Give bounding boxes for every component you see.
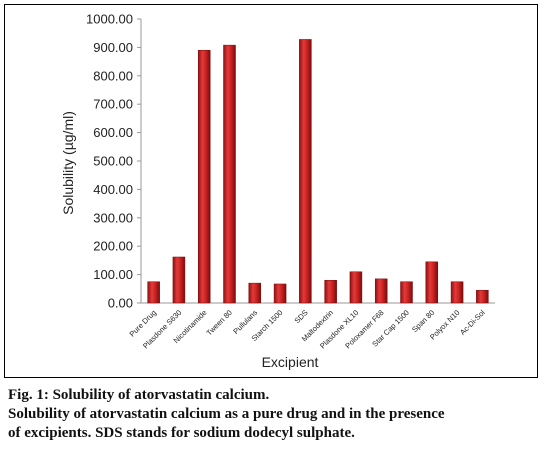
y-axis-ticks: 0.00 100.00 200.00 300.00 400.00 500.00 600.00… [86, 12, 141, 311]
caption-text-line-1: Solubility of atorvastatin calcium as a … [8, 406, 445, 422]
bars [147, 39, 489, 304]
y-tick-label: 600.00 [93, 125, 133, 140]
y-tick-label: 1000.00 [86, 12, 133, 27]
bar [147, 281, 160, 304]
y-tick-label: 100.00 [93, 267, 133, 282]
bar [273, 283, 287, 304]
caption-text-line-2: of excipients. SDS stands for sodium dod… [8, 425, 355, 441]
bar [349, 271, 363, 304]
bar [400, 281, 413, 304]
y-tick-label: 500.00 [93, 154, 133, 169]
chart-frame: 0.00 100.00 200.00 300.00 400.00 500.00 600.00… [4, 4, 538, 378]
bar [476, 289, 489, 304]
bar [248, 282, 262, 304]
y-tick-label: 0.00 [108, 296, 133, 311]
y-tick-label: 200.00 [93, 239, 133, 254]
y-tick-label: 300.00 [93, 210, 133, 225]
caption-title: Fig. 1: Solubility of atorvastatin calci… [8, 387, 270, 403]
x-tick-label: SDS [293, 308, 310, 325]
x-axis-title: Excipient [262, 354, 319, 370]
bar [223, 44, 236, 304]
bar [425, 261, 439, 304]
y-tick-label: 700.00 [93, 97, 133, 112]
y-axis-title: Solubility (µg/ml) [60, 111, 76, 215]
bar [197, 49, 211, 304]
x-tick-label: Ac-Di-Sol [458, 308, 487, 337]
x-tick-label: Tween 80 [205, 308, 234, 337]
figure-caption: Fig. 1: Solubility of atorvastatin calci… [8, 386, 538, 443]
bar [299, 39, 312, 304]
bar [172, 256, 186, 304]
y-tick-label: 400.00 [93, 182, 133, 197]
y-tick-label: 800.00 [93, 68, 133, 83]
y-tick-label: 900.00 [93, 40, 133, 55]
bar [324, 280, 337, 304]
bar [450, 281, 464, 304]
bar-chart: 0.00 100.00 200.00 300.00 400.00 500.00 600.00… [60, 12, 495, 370]
bar [374, 278, 388, 304]
